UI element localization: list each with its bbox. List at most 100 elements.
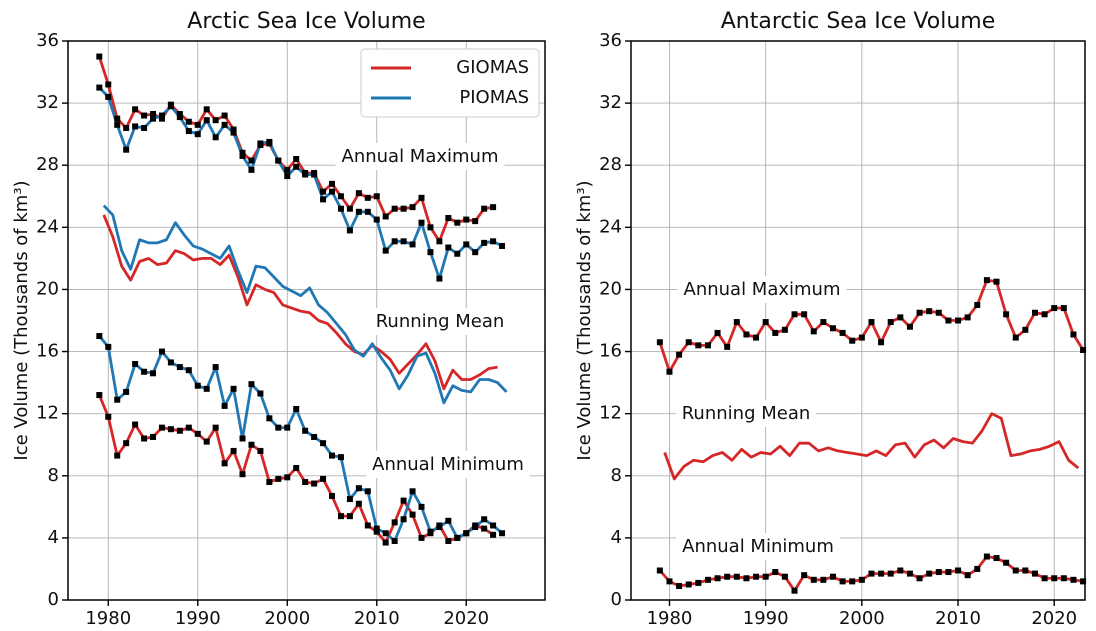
- marker: [337, 205, 344, 212]
- marker: [463, 241, 470, 248]
- marker: [329, 188, 336, 195]
- marker: [490, 531, 497, 538]
- marker: [123, 124, 130, 131]
- annotation-box: [677, 276, 847, 303]
- marker: [400, 238, 407, 245]
- marker: [346, 205, 353, 212]
- marker: [829, 325, 836, 332]
- marker: [105, 413, 112, 420]
- y-tick-label: 4: [48, 527, 59, 548]
- marker: [445, 537, 452, 544]
- marker: [801, 572, 808, 579]
- marker: [490, 522, 497, 529]
- marker: [337, 454, 344, 461]
- marker: [1003, 311, 1010, 318]
- marker: [150, 433, 157, 440]
- marker: [436, 275, 443, 282]
- marker: [203, 106, 210, 113]
- marker: [955, 567, 962, 574]
- marker: [878, 339, 885, 346]
- marker: [993, 555, 1000, 562]
- annotation: Annual Maximum: [342, 146, 499, 167]
- marker: [810, 576, 817, 583]
- marker: [916, 309, 923, 316]
- marker: [132, 421, 139, 428]
- marker: [849, 337, 856, 344]
- marker: [176, 110, 183, 117]
- marker: [762, 319, 769, 326]
- marker: [445, 244, 452, 251]
- legend-label: GIOMAS: [456, 57, 529, 78]
- marker: [839, 578, 846, 585]
- plot-area: 0 4 8 12 16 20 24 28 32 36 1980 1990 2000 2010 2020 Ann…: [574, 9, 1087, 629]
- marker: [221, 460, 228, 467]
- marker: [993, 278, 1000, 285]
- marker: [820, 319, 827, 326]
- marker: [858, 576, 865, 583]
- marker: [926, 308, 933, 315]
- marker: [829, 573, 836, 580]
- marker: [355, 208, 362, 215]
- marker: [781, 326, 788, 333]
- marker: [1031, 570, 1038, 577]
- y-tick-label: 16: [599, 341, 622, 362]
- marker: [123, 388, 130, 395]
- marker: [364, 194, 371, 201]
- marker: [1022, 567, 1029, 574]
- y-tick-label: 28: [36, 154, 59, 175]
- marker: [955, 317, 962, 324]
- marker: [311, 171, 318, 178]
- marker: [781, 573, 788, 580]
- marker: [1041, 311, 1048, 318]
- marker: [445, 215, 452, 222]
- marker: [114, 115, 121, 122]
- marker: [762, 573, 769, 580]
- marker: [481, 205, 488, 212]
- marker: [490, 204, 497, 211]
- marker: [230, 126, 237, 133]
- marker: [105, 81, 112, 88]
- chart-title: Antarctic Sea Ice Volume: [721, 9, 996, 34]
- x-tick-label: 1990: [175, 608, 221, 629]
- marker: [203, 385, 210, 392]
- marker: [167, 103, 174, 110]
- marker: [714, 329, 721, 336]
- x-tick-label: 1980: [85, 608, 131, 629]
- marker: [320, 196, 327, 203]
- y-tick-label: 36: [36, 30, 59, 51]
- marker: [221, 121, 228, 128]
- marker: [427, 224, 434, 231]
- y-tick-label: 16: [36, 341, 59, 362]
- marker: [311, 433, 318, 440]
- marker: [499, 242, 506, 249]
- y-tick-label: 32: [599, 92, 622, 113]
- marker: [704, 576, 711, 583]
- marker: [1012, 567, 1019, 574]
- marker: [409, 204, 416, 211]
- marker: [983, 277, 990, 284]
- marker: [212, 424, 219, 431]
- marker: [656, 339, 663, 346]
- marker: [926, 570, 933, 577]
- marker: [878, 570, 885, 577]
- marker: [302, 171, 309, 178]
- marker: [320, 475, 327, 482]
- legend-label: PIOMAS: [459, 87, 529, 108]
- marker: [355, 190, 362, 197]
- marker: [284, 173, 291, 180]
- marker: [346, 513, 353, 520]
- marker: [373, 216, 380, 223]
- marker: [96, 392, 103, 399]
- marker: [167, 359, 174, 366]
- y-tick-label: 12: [36, 403, 59, 424]
- marker: [772, 569, 779, 576]
- marker: [1031, 309, 1038, 316]
- marker: [194, 131, 201, 138]
- marker: [1070, 331, 1077, 338]
- marker: [176, 427, 183, 434]
- marker: [248, 166, 255, 173]
- marker: [481, 525, 488, 532]
- plot-area: 0 4 8 12 16 20 24 28 32 36 1980 1990 2000 2010 2020 Ann…: [11, 9, 546, 629]
- y-tick-label: 4: [611, 527, 622, 548]
- x-tick-label: 1980: [647, 608, 693, 629]
